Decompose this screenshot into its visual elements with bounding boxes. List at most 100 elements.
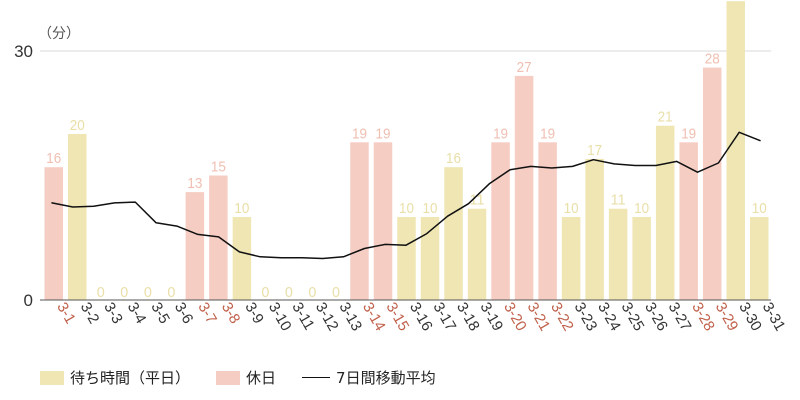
x-tick-3-6: 3-6 bbox=[171, 300, 197, 327]
legend-swatch-holiday bbox=[216, 370, 241, 385]
bar-3-23 bbox=[561, 217, 581, 300]
bar-label-3-27: 21 bbox=[658, 109, 673, 126]
bar-3-20 bbox=[491, 142, 510, 300]
y-tick-30: 30 bbox=[14, 42, 33, 61]
bar-3-9 bbox=[232, 217, 252, 300]
x-tick-3-15: 3-15 bbox=[383, 300, 413, 335]
x-tick-3-8: 3-8 bbox=[218, 300, 244, 327]
bar-label-3-17: 10 bbox=[423, 200, 438, 217]
bar-3-31 bbox=[749, 217, 769, 300]
bar-label-3-16: 10 bbox=[399, 200, 414, 217]
bar-3-26 bbox=[632, 217, 651, 300]
legend-label-weekday: 待ち時間（平日） bbox=[70, 369, 191, 387]
x-tick-3-25: 3-25 bbox=[618, 300, 648, 335]
bar-label-3-21: 27 bbox=[517, 59, 532, 76]
bar-3-19 bbox=[467, 208, 487, 300]
bar-3-24 bbox=[585, 158, 604, 300]
legend-item-weekday: 待ち時間（平日） bbox=[40, 367, 190, 388]
bar-label-3-7: 13 bbox=[187, 175, 202, 192]
bar-label-3-15: 19 bbox=[375, 125, 390, 142]
legend-label-holiday: 休日 bbox=[246, 369, 277, 387]
x-tick-3-10: 3-10 bbox=[265, 300, 295, 335]
legend-swatch-moving-average bbox=[302, 377, 331, 378]
bar-3-18 bbox=[444, 167, 463, 300]
moving-average-polyline bbox=[51, 131, 761, 260]
bar-3-25 bbox=[608, 208, 628, 300]
legend: 待ち時間（平日） 休日 7日間移動平均 bbox=[40, 367, 462, 388]
x-tick-3-27: 3-27 bbox=[665, 300, 695, 335]
y-tick-0: 0 bbox=[24, 291, 33, 310]
bar-3-22 bbox=[538, 142, 557, 300]
legend-label-moving-average: 7日間移動平均 bbox=[336, 369, 436, 387]
x-tick-3-24: 3-24 bbox=[594, 300, 624, 335]
x-tick-3-23: 3-23 bbox=[571, 300, 601, 335]
bar-3-21 bbox=[514, 75, 534, 301]
x-tick-3-4: 3-4 bbox=[124, 300, 150, 327]
bar-label-3-5: 0 bbox=[144, 284, 152, 301]
bar-3-8 bbox=[209, 175, 228, 300]
bar-label-3-25: 11 bbox=[611, 192, 626, 209]
x-tick-3-31: 3-31 bbox=[759, 300, 789, 335]
x-tick-3-29: 3-29 bbox=[712, 300, 742, 335]
y-axis: 0 30 （分） bbox=[14, 26, 771, 310]
x-tick-3-22: 3-22 bbox=[547, 300, 577, 335]
legend-item-holiday: 休日 bbox=[216, 367, 276, 388]
y-unit-label: （分） bbox=[38, 26, 80, 42]
bar-label-3-1: 16 bbox=[46, 150, 61, 167]
bar-label-3-2: 20 bbox=[70, 117, 85, 134]
bar-3-2 bbox=[68, 134, 87, 300]
x-tick-3-17: 3-17 bbox=[430, 300, 460, 335]
bar-label-3-31: 10 bbox=[752, 200, 767, 217]
x-tick-3-16: 3-16 bbox=[406, 300, 436, 335]
x-axis: 3-13-23-33-43-53-63-73-83-93-103-113-123… bbox=[53, 300, 788, 335]
bar-3-29 bbox=[702, 67, 722, 300]
bar-3-16 bbox=[397, 217, 416, 300]
x-tick-3-19: 3-19 bbox=[477, 300, 507, 335]
bar-label-3-24: 17 bbox=[587, 142, 602, 159]
bar-label-3-10: 0 bbox=[261, 284, 269, 301]
bar-label-3-23: 10 bbox=[564, 200, 579, 217]
bar-label-3-19: 11 bbox=[470, 192, 485, 209]
bar-label-3-28: 19 bbox=[681, 125, 696, 142]
moving-average-line bbox=[51, 131, 761, 260]
bar-label-3-11: 0 bbox=[285, 284, 293, 301]
bar-label-3-13: 0 bbox=[332, 284, 340, 301]
x-tick-3-1: 3-1 bbox=[53, 300, 79, 327]
bar-label-3-6: 0 bbox=[167, 284, 175, 301]
bar-3-30 bbox=[726, 1, 745, 300]
bar-3-14 bbox=[350, 142, 369, 300]
legend-item-moving-average: 7日間移動平均 bbox=[302, 367, 436, 388]
x-tick-3-11: 3-11 bbox=[288, 300, 317, 334]
x-tick-3-2: 3-2 bbox=[77, 300, 103, 327]
x-tick-3-9: 3-9 bbox=[241, 300, 267, 327]
bar-label-3-8: 15 bbox=[211, 159, 226, 176]
x-tick-3-21: 3-21 bbox=[524, 300, 554, 335]
x-tick-3-13: 3-13 bbox=[335, 300, 365, 335]
legend-swatch-weekday bbox=[40, 370, 64, 385]
x-tick-3-20: 3-20 bbox=[500, 300, 530, 335]
bar-label-3-22: 19 bbox=[540, 125, 555, 142]
bar-label-3-12: 0 bbox=[308, 284, 316, 301]
x-tick-3-3: 3-3 bbox=[100, 300, 126, 327]
x-tick-3-30: 3-30 bbox=[735, 300, 765, 335]
bar-label-3-14: 19 bbox=[352, 125, 367, 142]
bar-3-1 bbox=[44, 167, 64, 300]
x-tick-3-12: 3-12 bbox=[312, 300, 342, 335]
bar-3-17 bbox=[420, 217, 440, 300]
x-tick-3-14: 3-14 bbox=[359, 300, 389, 335]
x-tick-3-28: 3-28 bbox=[688, 300, 718, 335]
x-tick-3-18: 3-18 bbox=[453, 300, 483, 335]
bar-3-27 bbox=[655, 125, 675, 300]
bar-3-15 bbox=[373, 142, 393, 300]
x-tick-3-7: 3-7 bbox=[194, 300, 220, 327]
bar-label-3-20: 19 bbox=[493, 125, 508, 142]
x-tick-3-5: 3-5 bbox=[147, 300, 173, 327]
bar-3-7 bbox=[185, 192, 205, 300]
bar-label-3-26: 10 bbox=[634, 200, 649, 217]
bar-label-3-18: 16 bbox=[446, 150, 461, 167]
bars bbox=[44, 1, 769, 301]
x-tick-3-26: 3-26 bbox=[641, 300, 671, 335]
bar-label-3-9: 10 bbox=[234, 200, 249, 217]
bar-label-3-4: 0 bbox=[120, 284, 128, 301]
